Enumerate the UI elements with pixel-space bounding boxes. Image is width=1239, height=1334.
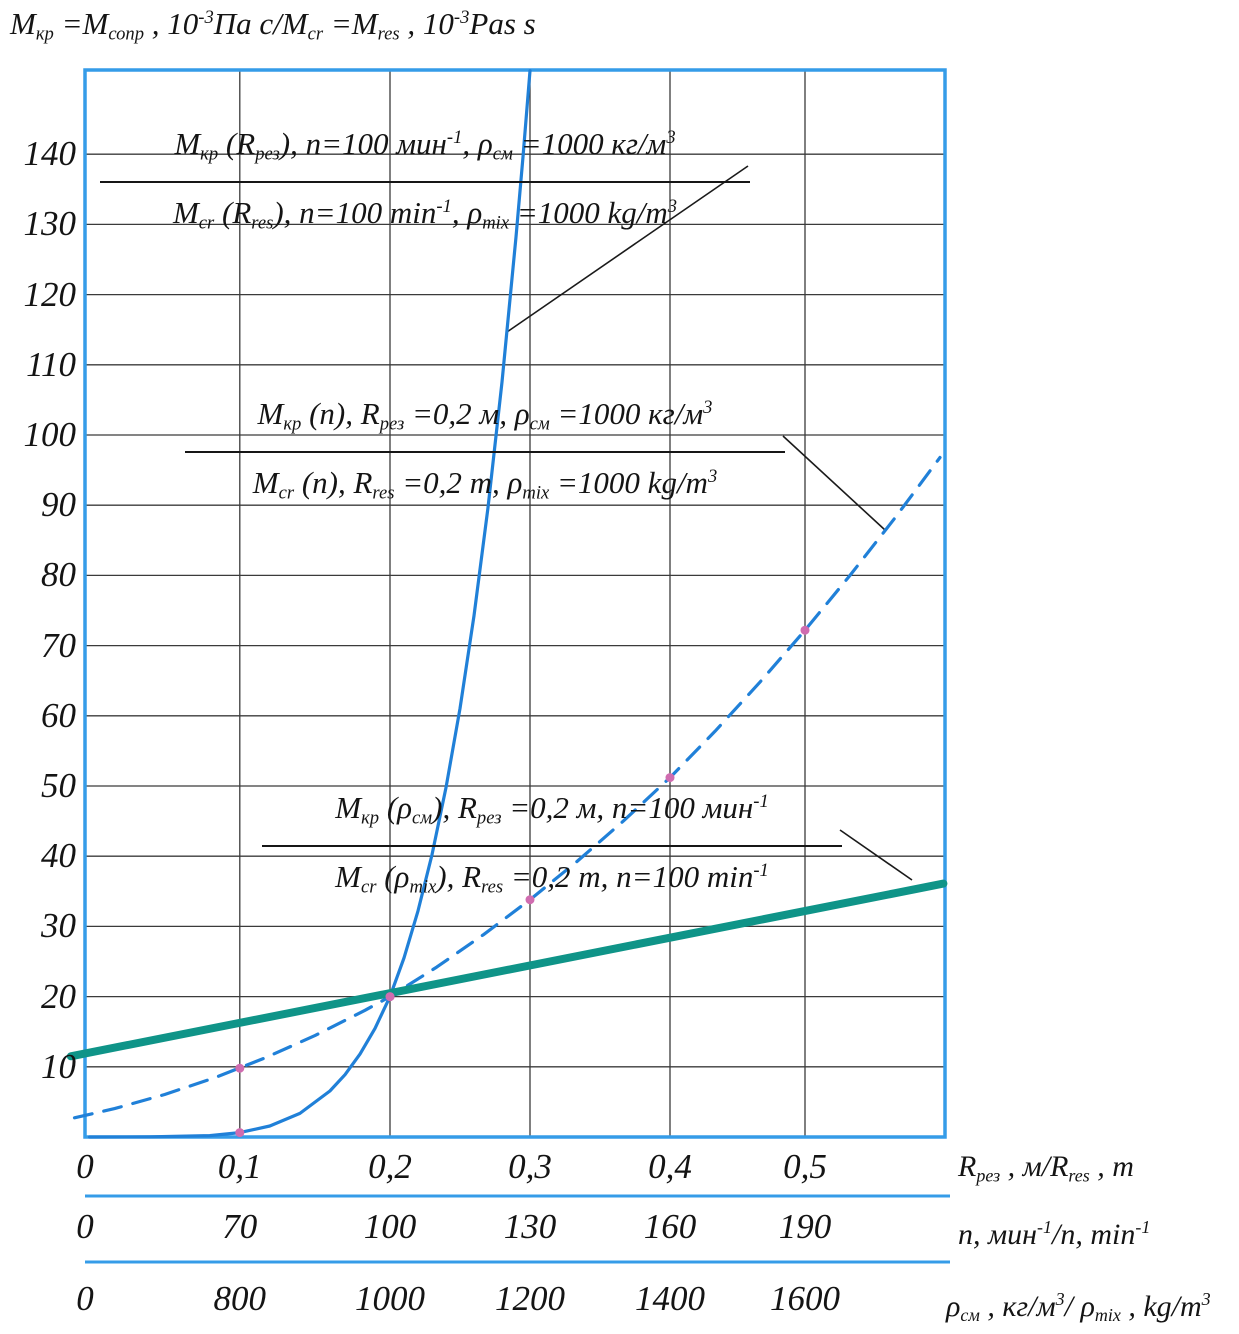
series-m-vs-rho [66,879,948,1061]
y-tick-label: 80 [41,555,76,595]
y-tick-label: 110 [26,344,76,384]
y-tick-label: 100 [23,415,77,455]
x-tick-label-rho: 0 [76,1279,94,1318]
label-line-en: Mcr (Rres), n=100 min-1, ρmix =1000 kg/m… [172,194,678,234]
x-tick-label-n: 70 [222,1207,258,1246]
y-tick-label: 60 [41,695,76,735]
leader-line [839,829,913,881]
y-tick-label: 40 [41,836,76,876]
y-tick-label: 130 [23,204,77,244]
x-tick-label-n: 190 [778,1207,832,1246]
y-tick-label: 50 [41,766,76,805]
leader-line [506,165,749,333]
data-marker [235,1128,245,1138]
x-tick-label-rho: 800 [213,1279,267,1318]
data-marker [525,895,535,905]
x-tick-label-rho: 1600 [769,1279,840,1318]
x-tick-label-rho: 1200 [494,1279,565,1318]
series-m-vs-r [88,69,532,1139]
y-tick-label: 120 [23,274,77,314]
y-tick-label: 30 [41,906,76,946]
y-tick-label: 70 [41,625,76,665]
x-tick-label-rho: 1400 [634,1279,705,1318]
x-axis-title-n: n, мин-1/n, min-1 [958,1217,1151,1251]
y-tick-label: 20 [41,976,76,1016]
data-marker [385,992,395,1002]
label-line-en: Mcr (ρmix), Rres =0,2 m, n=100 min-1 [335,858,769,898]
x-tick-label-R: 0,2 [368,1147,412,1186]
plot-frame [83,68,947,1139]
series-m-vs-n [72,455,942,1120]
x-tick-label-rho: 1000 [355,1279,426,1318]
data-marker [800,625,810,635]
x-axis-title-rho: ρсм , кг/м3/ ρmix , kg/m3 [946,1289,1211,1326]
data-marker [235,1063,245,1073]
curve-label-1: Mкр (Rрез), n=100 мин-1, ρсм =1000 кг/м3… [100,116,750,245]
x-tick-label-R: 0,5 [783,1147,827,1186]
x-tick-label-n: 160 [643,1207,697,1246]
label-line-en: Mcr (n), Rres =0,2 m, ρmix =1000 kg/m3 [252,464,718,504]
curve-label-3: Mкр (ρсм), Rрез =0,2 м, n=100 мин-1 Mcr (… [262,780,842,909]
label-line-ru: Mкр (Rрез), n=100 мин-1, ρсм =1000 кг/м3 [100,116,750,183]
x-axis-title-R: Rрез , м/Rres , m [958,1150,1134,1186]
x-tick-label-n: 100 [363,1207,417,1246]
label-line-ru: Mкр (n), Rрез =0,2 м, ρсм =1000 кг/м3 [185,386,785,453]
y-tick-label: 140 [23,134,77,174]
y-tick-label: 10 [41,1046,76,1086]
x-tick-label-R: 0,1 [217,1147,262,1186]
curve-label-2: Mкр (n), Rрез =0,2 м, ρсм =1000 кг/м3 Mcr… [185,386,785,515]
x-tick-label-R: 0,3 [508,1147,552,1186]
label-line-ru: Mкр (ρсм), Rрез =0,2 м, n=100 мин-1 [262,780,842,847]
y-tick-label: 90 [41,485,76,525]
x-tick-label-n: 130 [503,1207,557,1246]
x-tick-label-n: 0 [76,1207,94,1246]
y-axis-title: Mкр =Mсопр , 10-3Па с/Mcr =Mres , 10-3Pa… [10,6,536,45]
x-tick-label-R: 0,4 [648,1147,692,1186]
leader-line [782,435,886,531]
x-tick-label-R: 0 [76,1147,94,1186]
data-marker [665,773,675,783]
